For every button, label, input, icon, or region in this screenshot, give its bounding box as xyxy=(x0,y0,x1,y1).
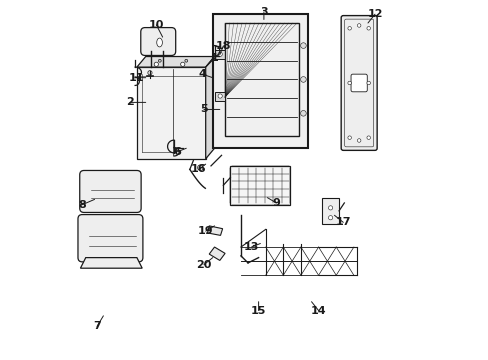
Circle shape xyxy=(300,77,305,82)
Text: 1: 1 xyxy=(210,53,218,63)
Circle shape xyxy=(357,139,360,142)
Text: 19: 19 xyxy=(198,226,213,236)
Text: 18: 18 xyxy=(215,41,231,51)
Text: 2: 2 xyxy=(126,98,133,107)
Polygon shape xyxy=(137,57,214,67)
FancyBboxPatch shape xyxy=(80,171,141,212)
Bar xyxy=(230,166,290,205)
FancyBboxPatch shape xyxy=(78,215,142,262)
Circle shape xyxy=(347,136,351,139)
FancyBboxPatch shape xyxy=(350,74,366,92)
Circle shape xyxy=(328,206,332,210)
Text: 6: 6 xyxy=(173,147,181,157)
Polygon shape xyxy=(205,57,214,159)
Circle shape xyxy=(328,216,332,220)
Circle shape xyxy=(347,81,351,85)
Text: 14: 14 xyxy=(310,306,325,315)
Text: 17: 17 xyxy=(335,217,350,227)
Text: 11: 11 xyxy=(129,73,144,83)
Polygon shape xyxy=(137,67,205,159)
FancyBboxPatch shape xyxy=(341,15,376,150)
Circle shape xyxy=(300,43,305,48)
Bar xyxy=(215,50,224,59)
Circle shape xyxy=(218,52,222,57)
Text: 5: 5 xyxy=(200,104,207,114)
Circle shape xyxy=(197,165,203,171)
Circle shape xyxy=(184,59,187,62)
Circle shape xyxy=(347,27,351,30)
Circle shape xyxy=(180,62,184,66)
Circle shape xyxy=(218,94,222,98)
Bar xyxy=(212,14,307,148)
Text: 13: 13 xyxy=(244,242,259,252)
FancyBboxPatch shape xyxy=(141,28,175,55)
Circle shape xyxy=(366,81,370,85)
Text: 20: 20 xyxy=(196,260,211,270)
Text: 9: 9 xyxy=(272,198,280,208)
Text: 7: 7 xyxy=(93,321,101,332)
Circle shape xyxy=(366,136,370,139)
Text: 10: 10 xyxy=(148,20,163,30)
Polygon shape xyxy=(81,258,142,268)
Circle shape xyxy=(357,24,360,27)
Circle shape xyxy=(158,59,161,62)
Text: 3: 3 xyxy=(260,8,267,17)
Circle shape xyxy=(147,71,152,75)
Ellipse shape xyxy=(157,38,162,47)
Polygon shape xyxy=(209,247,224,260)
Bar xyxy=(224,23,299,136)
Text: 16: 16 xyxy=(190,165,206,174)
Text: 4: 4 xyxy=(198,69,205,79)
Bar xyxy=(215,92,224,100)
Polygon shape xyxy=(207,226,222,235)
Circle shape xyxy=(300,111,305,116)
Circle shape xyxy=(154,62,158,66)
Text: 8: 8 xyxy=(78,200,86,210)
Circle shape xyxy=(366,27,370,30)
Circle shape xyxy=(216,49,219,53)
Text: 12: 12 xyxy=(366,9,382,19)
Text: 15: 15 xyxy=(250,306,266,315)
Bar xyxy=(322,198,338,224)
